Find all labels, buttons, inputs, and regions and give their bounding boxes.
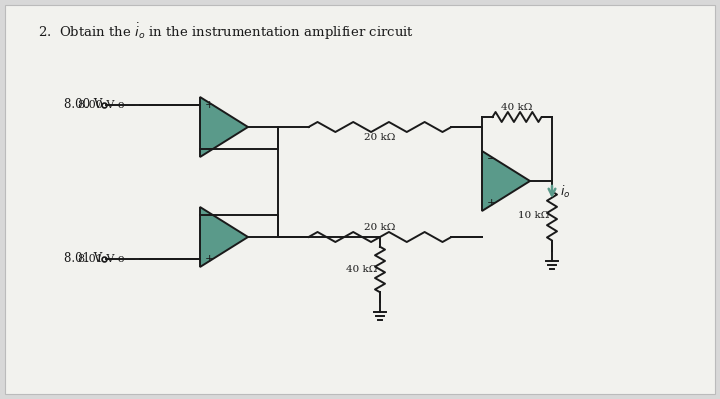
Text: 8.01 V: 8.01 V xyxy=(64,253,102,265)
Text: 40 kΩ: 40 kΩ xyxy=(501,103,533,111)
Text: 2.  Obtain the $\dot{i}_o$ in the instrumentation amplifier circuit: 2. Obtain the $\dot{i}_o$ in the instrum… xyxy=(38,21,414,41)
Text: 8.00 V: 8.00 V xyxy=(63,99,102,111)
Text: +: + xyxy=(205,254,215,264)
Text: 20 kΩ: 20 kΩ xyxy=(364,223,396,231)
FancyBboxPatch shape xyxy=(5,5,715,394)
Text: 40 kΩ: 40 kΩ xyxy=(346,265,378,274)
Text: +: + xyxy=(487,198,496,208)
Text: −: − xyxy=(205,210,215,220)
Text: 8.00 V o—: 8.00 V o— xyxy=(78,100,136,110)
Polygon shape xyxy=(200,97,248,157)
Text: $i_o$: $i_o$ xyxy=(560,184,570,200)
Text: 20 kΩ: 20 kΩ xyxy=(364,132,396,142)
Polygon shape xyxy=(200,207,248,267)
Text: −: − xyxy=(487,154,496,164)
Text: +: + xyxy=(205,100,215,110)
Text: 8.01 V o—: 8.01 V o— xyxy=(78,254,136,264)
Text: 10 kΩ: 10 kΩ xyxy=(518,211,549,221)
Text: −: − xyxy=(205,144,215,154)
Polygon shape xyxy=(482,151,530,211)
